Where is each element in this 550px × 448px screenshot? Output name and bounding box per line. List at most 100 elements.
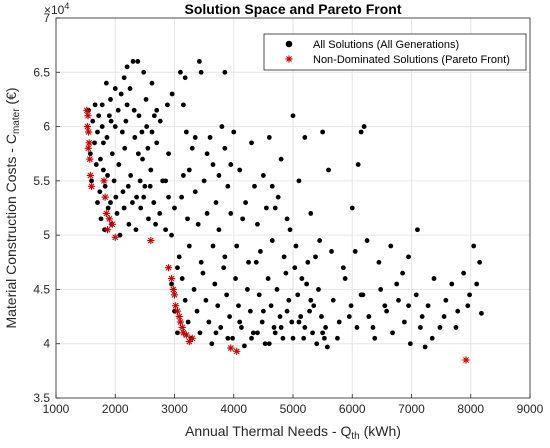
x-tick-label: 5000 [280,402,307,416]
all-solutions-point [243,200,249,205]
y-exponent-label: ×104 [44,1,69,17]
all-solutions-point [305,259,311,265]
all-solutions-point [293,243,299,249]
all-solutions-point [461,270,467,276]
all-solutions-point [278,325,284,330]
all-solutions-point [166,194,171,200]
all-solutions-point [308,211,314,216]
all-solutions-point [175,265,180,271]
all-solutions-point [336,319,342,325]
all-solutions-point [194,308,200,314]
all-solutions-point [233,276,238,281]
all-solutions-point [406,303,411,309]
all-solutions-point [149,129,155,135]
all-solutions-point [471,243,477,249]
all-solutions-point [224,292,230,298]
all-solutions-point [417,325,423,330]
x-tick-label: 6000 [339,402,366,416]
all-solutions-point [192,135,198,140]
all-solutions-point [287,227,293,233]
all-solutions-point [105,173,110,178]
all-solutions-point [425,303,431,309]
legend-label-all-solutions: All Solutions (All Generations) [313,39,459,51]
all-solutions-point [358,292,364,298]
pareto-legend-glyph [285,55,293,63]
y-tick-label: 3.5 [33,391,50,405]
all-solutions-point [278,156,284,162]
all-solutions-point [322,335,327,341]
all-solutions-point [182,297,188,303]
all-solutions-point [210,243,216,249]
x-tick-label: 7000 [398,402,425,416]
pareto-front-point [100,177,108,185]
all-solutions-point [154,107,160,113]
all-solutions-point [260,308,266,314]
all-solutions-point [290,113,296,119]
all-solutions-point [185,216,190,222]
all-solutions-point [99,124,105,129]
all-solutions-point [87,151,93,157]
all-solutions-point [222,254,228,260]
all-solutions-point [119,129,125,135]
all-solutions-point [189,145,195,151]
all-solutions-point [284,216,290,222]
all-solutions-point [437,325,443,330]
all-solutions-point [296,178,302,184]
all-solutions-point [290,335,296,341]
all-solutions-point [117,232,123,238]
all-solutions-point [169,91,175,97]
pareto-front-point [147,236,155,245]
all-solutions-point [198,259,204,265]
pareto-front-point [87,182,96,190]
all-solutions-point [275,194,281,200]
x-tick-label: 8000 [457,402,484,416]
all-solutions-point [164,102,170,108]
all-solutions-point [151,200,157,205]
all-solutions-point [323,325,328,330]
pareto-front-point [83,106,91,114]
all-solutions-point [320,330,326,336]
y-tick-label: 5.5 [33,174,50,188]
all-solutions-point [231,129,237,135]
x-tick-label: 3000 [161,402,188,416]
all-solutions-point [415,227,420,233]
all-solutions-point [92,102,98,108]
all-solutions-point [372,335,378,341]
all-solutions-point [268,303,274,309]
all-solutions-point [329,249,334,254]
all-solutions-point [145,145,151,151]
all-solutions-point [302,325,308,330]
all-solutions-point [396,297,401,303]
all-solutions-point [244,287,250,292]
all-solutions-point [319,314,324,319]
legend-marker-pareto-front [285,55,293,63]
all-solutions-point [141,69,147,75]
all-solutions-point [95,200,100,205]
pareto-front-point [176,318,185,326]
all-solutions-point [108,200,113,205]
all-solutions-point [180,102,186,108]
all-solutions-point [236,303,241,309]
pareto-front-point [83,122,92,131]
all-solutions-point [346,314,352,319]
pareto-front-point [167,274,176,283]
all-solutions-point [314,341,320,347]
all-solutions-point [260,173,266,178]
all-solutions-point [352,249,358,254]
all-solutions-point [272,205,278,211]
all-solutions-point [364,238,370,243]
all-solutions-point [127,86,133,91]
all-solutions-point [90,118,96,124]
all-solutions-point [97,189,103,195]
all-solutions-point [121,205,127,211]
all-solutions-point [147,183,153,189]
all-solutions-point [169,232,174,238]
all-solutions-point [228,162,234,167]
all-solutions-point [125,183,131,189]
all-solutions-point [212,281,218,287]
all-solutions-point [382,303,388,309]
all-solutions-point [249,335,254,341]
all-solutions-point [144,124,150,129]
all-solutions-point [120,189,126,195]
all-solutions-point [467,292,472,298]
